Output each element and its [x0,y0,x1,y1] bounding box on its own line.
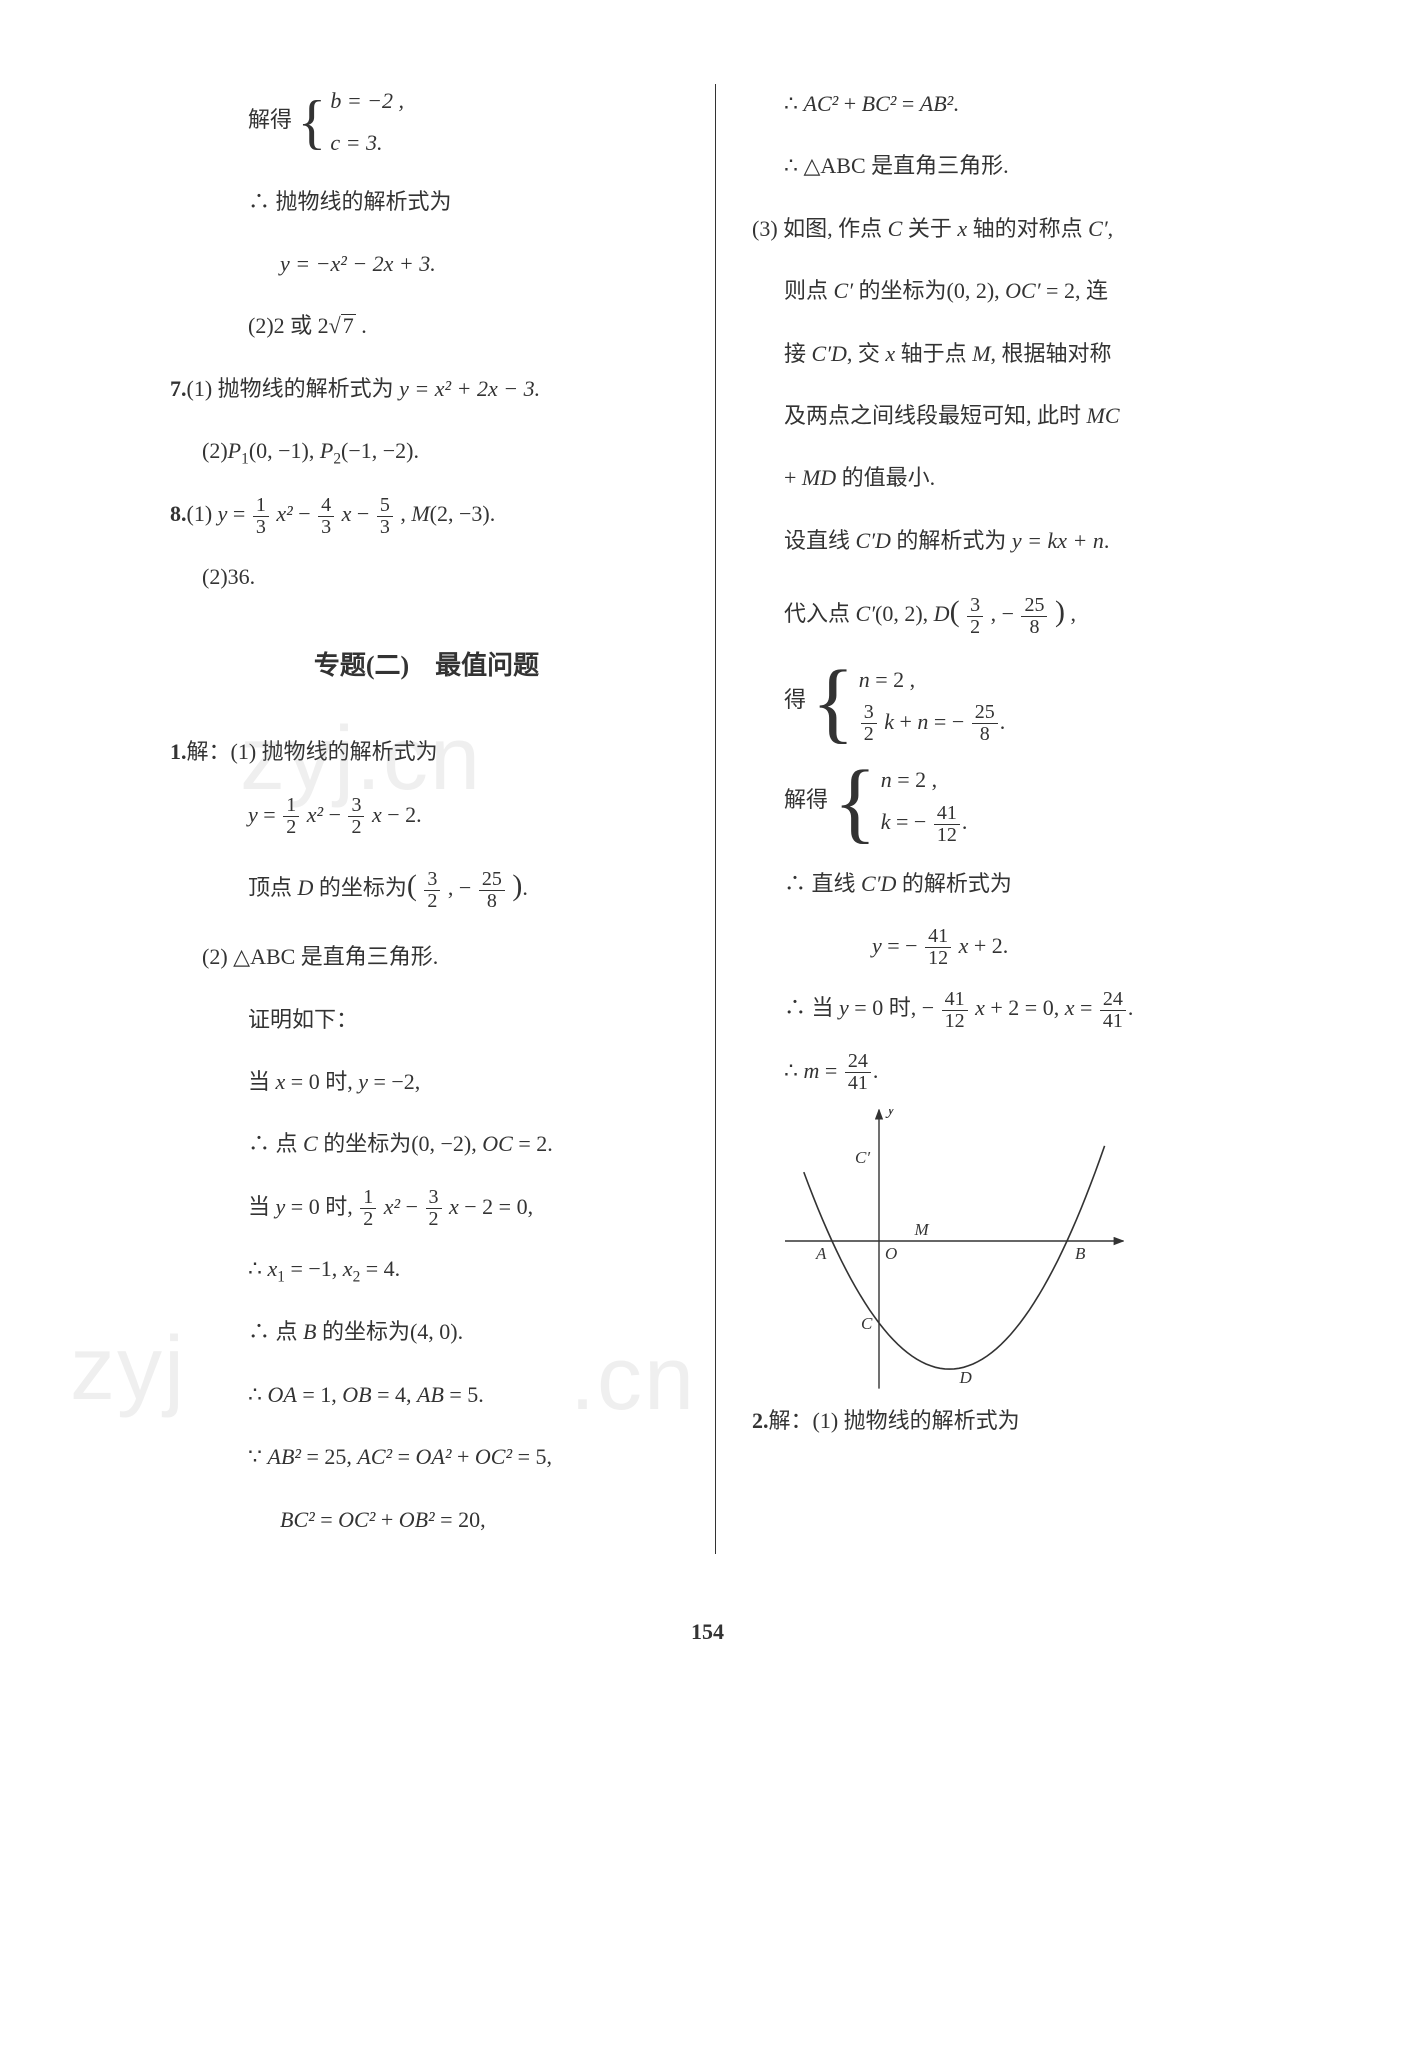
l16: 当 y = 0 时, 12 x² − 32 x − 2 = 0, [170,1183,683,1231]
l05: 7.7.(1) 抛物线的解析式为 y = x² + 2x − 3.(1) 抛物线… [170,365,683,413]
svg-text:A: A [815,1244,827,1263]
l01-pre: 解得 [248,107,292,132]
l09: 1.解：(1) 抛物线的解析式为 [170,728,683,776]
svg-text:D: D [959,1368,973,1387]
l12: (2) △ABC 是直角三角形. [170,933,683,981]
l14: 当 x = 0 时, y = −2, [170,1058,683,1106]
r16: 2.解：(1) 抛物线的解析式为 [752,1397,1265,1445]
l21: BC² = OC² + OB² = 20, [170,1496,683,1544]
page-number: 154 [0,1598,1415,1686]
page-root: zyj.cn zyj .cn 解得 { b = −2 , c = 3. ∴ 抛物… [0,0,1415,1598]
l01-case2: c = 3. [330,122,404,164]
r11: 解得 { n = 2 , k = − 4112. [752,759,1265,845]
l15: ∴ 点 C 的坐标为(0, −2), OC = 2. [170,1120,683,1168]
r05: 接 C′D, 交 x 轴于点 M, 根据轴对称 [752,330,1265,378]
l20: ∵ AB² = 25, AC² = OA² + OC² = 5, [170,1433,683,1481]
svg-text:C′: C′ [855,1148,870,1167]
r07: + MD 的值最小. [752,454,1265,502]
column-divider [715,84,716,1554]
r04: 则点 C′ 的坐标为(0, 2), OC′ = 2, 连 [752,267,1265,315]
l17: ∴ x1 = −1, x2 = 4. [170,1245,683,1294]
r03: (3) 如图, 作点 C 关于 x 轴的对称点 C′, [752,205,1265,253]
left-column: 解得 { b = −2 , c = 3. ∴ 抛物线的解析式为 y = −x² … [150,80,703,1558]
l01: 解得 { b = −2 , c = 3. [170,80,683,164]
l07: 8.(1) y = 13 x² − 43 x − 53 , M(2, −3). [170,490,683,538]
svg-text:y: y [885,1109,895,1118]
chart-svg: xyAOBCC′MD [784,1109,1124,1389]
r08: 设直线 C′D 的解析式为 y = kx + n. [752,517,1265,565]
r13: y = − 4112 x + 2. [752,922,1265,970]
brace-icon: { [834,771,877,834]
l04: (2)2 或 2√7 . [170,302,683,350]
r15: ∴ m = 2441. [752,1047,1265,1095]
r01: ∴ AC² + BC² = AB². [752,80,1265,128]
l03: y = −x² − 2x + 3. [170,240,683,288]
r12: ∴ 直线 C′D 的解析式为 [752,860,1265,908]
r02: ∴ △ABC 是直角三角形. [752,142,1265,190]
svg-text:M: M [913,1220,929,1239]
svg-text:C: C [861,1314,873,1333]
l08: (2)36. [170,553,683,601]
l01-case1: b = −2 , [330,80,404,122]
parabola-chart: xyAOBCC′MD [784,1109,1124,1389]
svg-text:B: B [1075,1244,1086,1263]
l06: (2)P1(0, −1), P2(−1, −2). [170,427,683,476]
l18: ∴ 点 B 的坐标为(4, 0). [170,1308,683,1356]
section-title: 专题(二) 最值问题 [170,637,683,694]
r14: ∴ 当 y = 0 时, − 4112 x + 2 = 0, x = 2441. [752,984,1265,1032]
l11: 顶点 D 的坐标为( 32 , − 258 ). [170,853,683,919]
r09: 代入点 C′(0, 2), D( 32 , − 258 ) , [752,579,1265,645]
r10: 得 { n = 2 , 32 k + n = − 258. [752,659,1265,745]
svg-text:O: O [885,1244,897,1263]
l19: ∴ OA = 1, OB = 4, AB = 5. [170,1371,683,1419]
l02: ∴ 抛物线的解析式为 [170,178,683,226]
l10: y = 12 x² − 32 x − 2. [170,791,683,839]
right-column: ∴ AC² + BC² = AB². ∴ △ABC 是直角三角形. (3) 如图… [732,80,1285,1558]
r06: 及两点之间线段最短可知, 此时 MC [752,392,1265,440]
brace-icon: { [812,671,855,734]
brace-icon: { [298,98,327,146]
l13: 证明如下： [170,996,683,1044]
